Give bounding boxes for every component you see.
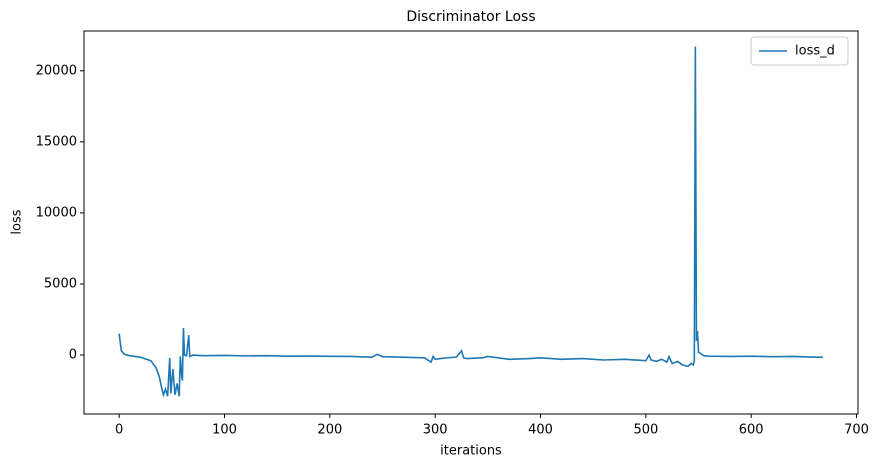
y-axis-label: loss: [10, 209, 25, 234]
x-tick-label: 400: [528, 423, 553, 438]
line-series: [118, 46, 823, 398]
x-tick-label: 600: [739, 423, 764, 438]
y-tick-label: 0: [69, 348, 77, 363]
chart-title: Discriminator Loss: [406, 9, 535, 25]
legend-box: [750, 36, 849, 66]
x-tick-label: 300: [423, 423, 448, 438]
plot-frame: [83, 30, 859, 415]
x-tick-label: 500: [633, 423, 658, 438]
x-tick-label: 200: [317, 423, 342, 438]
legend-label: loss_d: [795, 44, 835, 59]
y-tick-label: 10000: [36, 205, 77, 220]
y-tick-label: 5000: [44, 276, 77, 291]
y-tick-label: 20000: [36, 63, 77, 78]
x-tick-label: 0: [115, 423, 123, 438]
x-tick-label: 700: [844, 423, 869, 438]
x-axis-label: iterations: [440, 444, 502, 459]
y-tick-label: 15000: [36, 134, 77, 149]
x-tick-label: 100: [212, 423, 237, 438]
